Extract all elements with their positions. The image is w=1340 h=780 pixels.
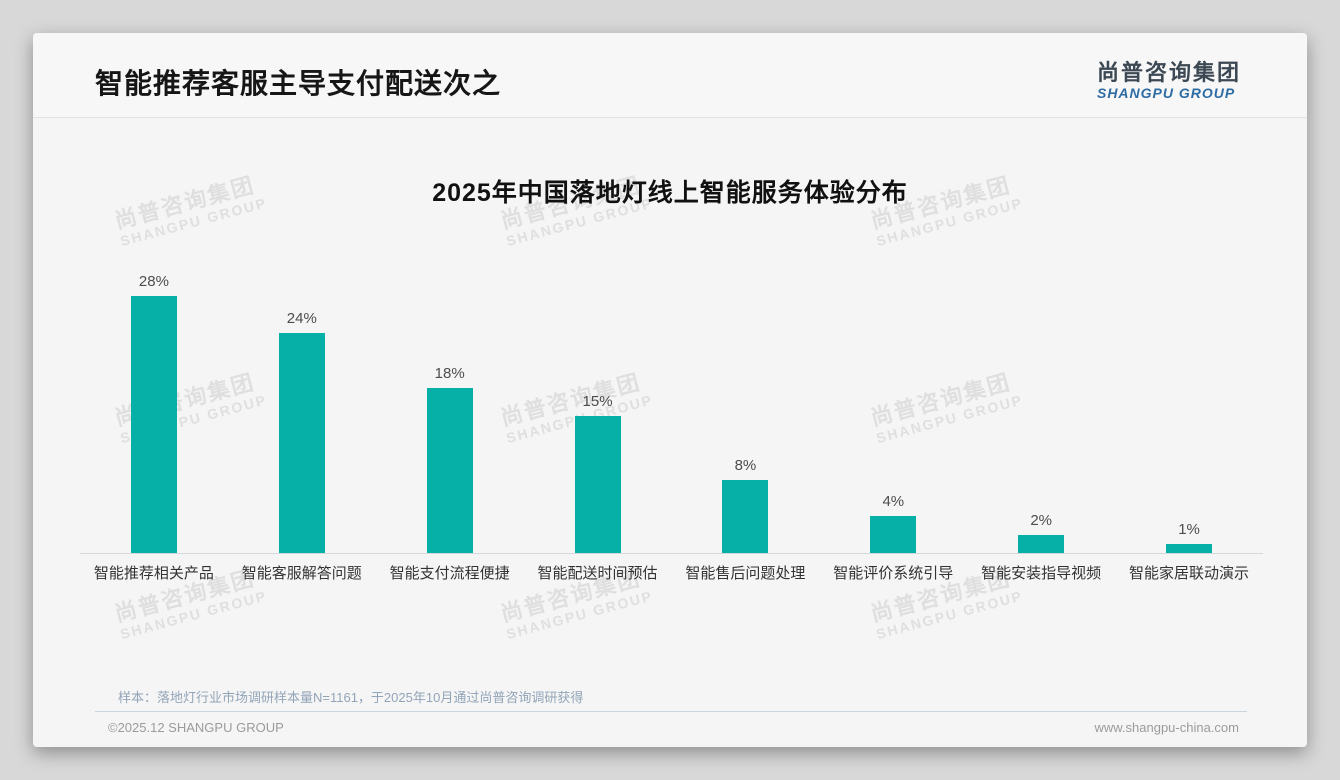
footer-divider — [95, 711, 1247, 712]
bar-value-label: 15% — [582, 392, 613, 410]
bar — [1166, 543, 1213, 553]
bar — [722, 479, 769, 553]
bar-value-label: 4% — [882, 493, 905, 511]
bar-value-label: 8% — [734, 456, 757, 474]
watermark-en: SHANGPU GROUP — [874, 587, 1025, 643]
company-logo: 尚普咨询集团 SHANGPU GROUP — [1097, 49, 1241, 102]
bar-group: 24% — [228, 269, 376, 553]
bar-plot: 28% 24% 18% 15% 8% 4% 2% 1% — [80, 269, 1263, 554]
bar — [426, 388, 473, 553]
bar-group: 4% — [819, 269, 967, 553]
category-labels: 智能推荐相关产品 智能客服解答问题 智能支付流程便捷 智能配送时间预估 智能售后问题处理… — [80, 562, 1263, 583]
bar — [574, 415, 621, 553]
bar — [278, 333, 325, 553]
bar-group: 28% — [80, 269, 228, 553]
bar — [1018, 534, 1065, 553]
header: 智能推荐客服主导支付配送次之 尚普咨询集团 SHANGPU GROUP — [33, 33, 1307, 118]
bar — [130, 296, 177, 553]
category-label: 智能支付流程便捷 — [389, 565, 510, 582]
category-label: 智能评价系统引导 — [833, 565, 954, 582]
bar-value-label: 1% — [1178, 520, 1200, 538]
copyright-text: ©2025.12 SHANGPU GROUP — [108, 720, 284, 735]
bar-group: 1% — [1115, 269, 1263, 553]
bar-value-label: 18% — [434, 365, 465, 383]
bar-value-label: 28% — [138, 273, 169, 291]
chart-title: 2025年中国落地灯线上智能服务体验分布 — [432, 179, 908, 207]
page-title: 智能推荐客服主导支付配送次之 — [95, 68, 502, 99]
bar-value-label: 2% — [1030, 511, 1053, 529]
bar-value-label: 24% — [286, 310, 317, 328]
footer: ©2025.12 SHANGPU GROUP www.shangpu-china… — [108, 720, 1239, 735]
category-label: 智能配送时间预估 — [537, 565, 658, 582]
bar-group: 2% — [967, 269, 1115, 553]
sample-footnote: 样本：落地灯行业市场调研样本量N=1161，于2025年10月通过尚普咨询调研获… — [118, 690, 584, 705]
watermark-en: SHANGPU GROUP — [504, 587, 655, 643]
logo-en-text: SHANGPU GROUP — [1096, 84, 1236, 101]
category-label: 智能客服解答问题 — [241, 565, 362, 582]
watermark-en: SHANGPU GROUP — [118, 587, 269, 643]
bar — [870, 516, 917, 553]
category-label: 智能家居联动演示 — [1129, 565, 1250, 582]
category-label: 智能推荐相关产品 — [93, 565, 214, 582]
category-label: 智能售后问题处理 — [685, 565, 806, 582]
slide-card: 尚普咨询集团 SHANGPU GROUP 尚普咨询集团 SHANGPU GROUP … — [33, 33, 1307, 747]
bar-group: 8% — [672, 269, 820, 553]
bar-group: 15% — [524, 269, 672, 553]
bar-group: 18% — [376, 269, 524, 553]
category-label: 智能安装指导视频 — [981, 565, 1102, 582]
website-url: www.shangpu-china.com — [1094, 720, 1239, 735]
logo-cn-text: 尚普咨询集团 — [1096, 59, 1241, 85]
